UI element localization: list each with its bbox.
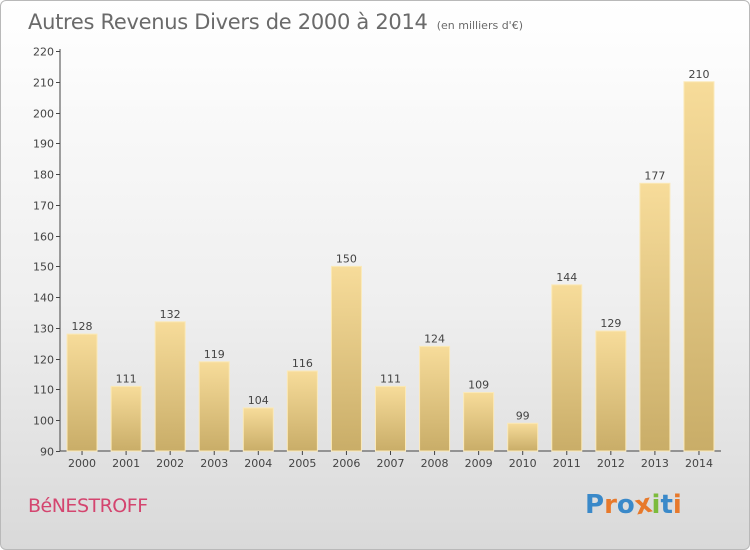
y-tick-label: 100 — [33, 415, 54, 428]
data-label: 144 — [556, 271, 577, 284]
x-tick-label: 2012 — [597, 457, 625, 470]
commune-name: BéNESTROFF — [28, 495, 148, 517]
y-tick-label: 170 — [33, 200, 54, 213]
bar-2004 — [242, 407, 274, 452]
logo-letter: r — [604, 490, 617, 520]
bar-2013 — [639, 182, 671, 452]
y-tick-label: 150 — [33, 261, 54, 274]
data-label: 124 — [424, 332, 445, 345]
y-tick-label: 130 — [33, 323, 54, 336]
data-label: 111 — [116, 372, 137, 385]
bar-2006 — [330, 265, 362, 452]
x-tick-label: 2010 — [509, 457, 537, 470]
bar-2010 — [507, 422, 539, 452]
chart-title: Autres Revenus Divers de 2000 à 2014 — [28, 10, 428, 34]
logo-letter: P — [585, 490, 605, 520]
logo-letter: i — [672, 490, 682, 520]
chart-subtitle: (en milliers d'€) — [436, 19, 523, 32]
data-label: 132 — [160, 308, 181, 321]
y-tick-label: 200 — [33, 108, 54, 121]
y-tick-label: 90 — [40, 446, 54, 459]
logo-letter: o — [616, 490, 635, 520]
y-tick-label: 190 — [33, 138, 54, 151]
x-tick-label: 2009 — [465, 457, 493, 470]
logo-letter: i — [651, 490, 661, 520]
data-label: 99 — [516, 409, 530, 422]
title-row: Autres Revenus Divers de 2000 à 2014 (en… — [28, 10, 523, 34]
y-tick-label: 140 — [33, 292, 54, 305]
x-tick-label: 2000 — [68, 457, 96, 470]
logo-letter: t — [660, 490, 673, 520]
y-tick-label: 220 — [33, 46, 54, 59]
y-tick-label: 120 — [33, 354, 54, 367]
x-tick-label: 2007 — [377, 457, 405, 470]
y-tick-label: 210 — [33, 77, 54, 90]
x-tick-label: 2003 — [200, 457, 228, 470]
x-tick-label: 2008 — [421, 457, 449, 470]
x-tick-label: 2006 — [332, 457, 360, 470]
data-label: 128 — [72, 320, 93, 333]
bar-2005 — [286, 370, 318, 452]
x-tick-label: 2011 — [553, 457, 581, 470]
y-tick-label: 110 — [33, 384, 54, 397]
bar-2007 — [375, 385, 406, 452]
bar-2011 — [551, 284, 583, 452]
bar-2001 — [110, 385, 142, 452]
bar-2009 — [463, 392, 495, 452]
bar-2014 — [683, 81, 715, 452]
data-label: 119 — [204, 348, 225, 361]
x-tick-label: 2004 — [244, 457, 272, 470]
x-tick-label: 2005 — [288, 457, 316, 470]
data-label: 109 — [468, 379, 489, 392]
y-tick-label: 180 — [33, 169, 54, 182]
y-tick-label: 160 — [33, 231, 54, 244]
proxiti-logo: Proxiti — [585, 489, 682, 522]
x-tick-label: 2001 — [112, 457, 140, 470]
bar-2008 — [419, 345, 451, 452]
data-label: 116 — [292, 357, 313, 370]
data-label: 177 — [644, 169, 665, 182]
x-tick-label: 2002 — [156, 457, 184, 470]
data-label: 129 — [600, 317, 621, 330]
x-tick-label: 2014 — [685, 457, 713, 470]
data-label: 150 — [336, 252, 357, 265]
data-label: 104 — [248, 394, 269, 407]
data-label: 111 — [380, 372, 401, 385]
data-label: 210 — [688, 68, 709, 81]
bar-2002 — [154, 321, 186, 452]
bar-2000 — [66, 333, 98, 452]
bar-2003 — [198, 361, 230, 452]
bar-2012 — [595, 330, 627, 452]
x-tick-label: 2013 — [641, 457, 669, 470]
